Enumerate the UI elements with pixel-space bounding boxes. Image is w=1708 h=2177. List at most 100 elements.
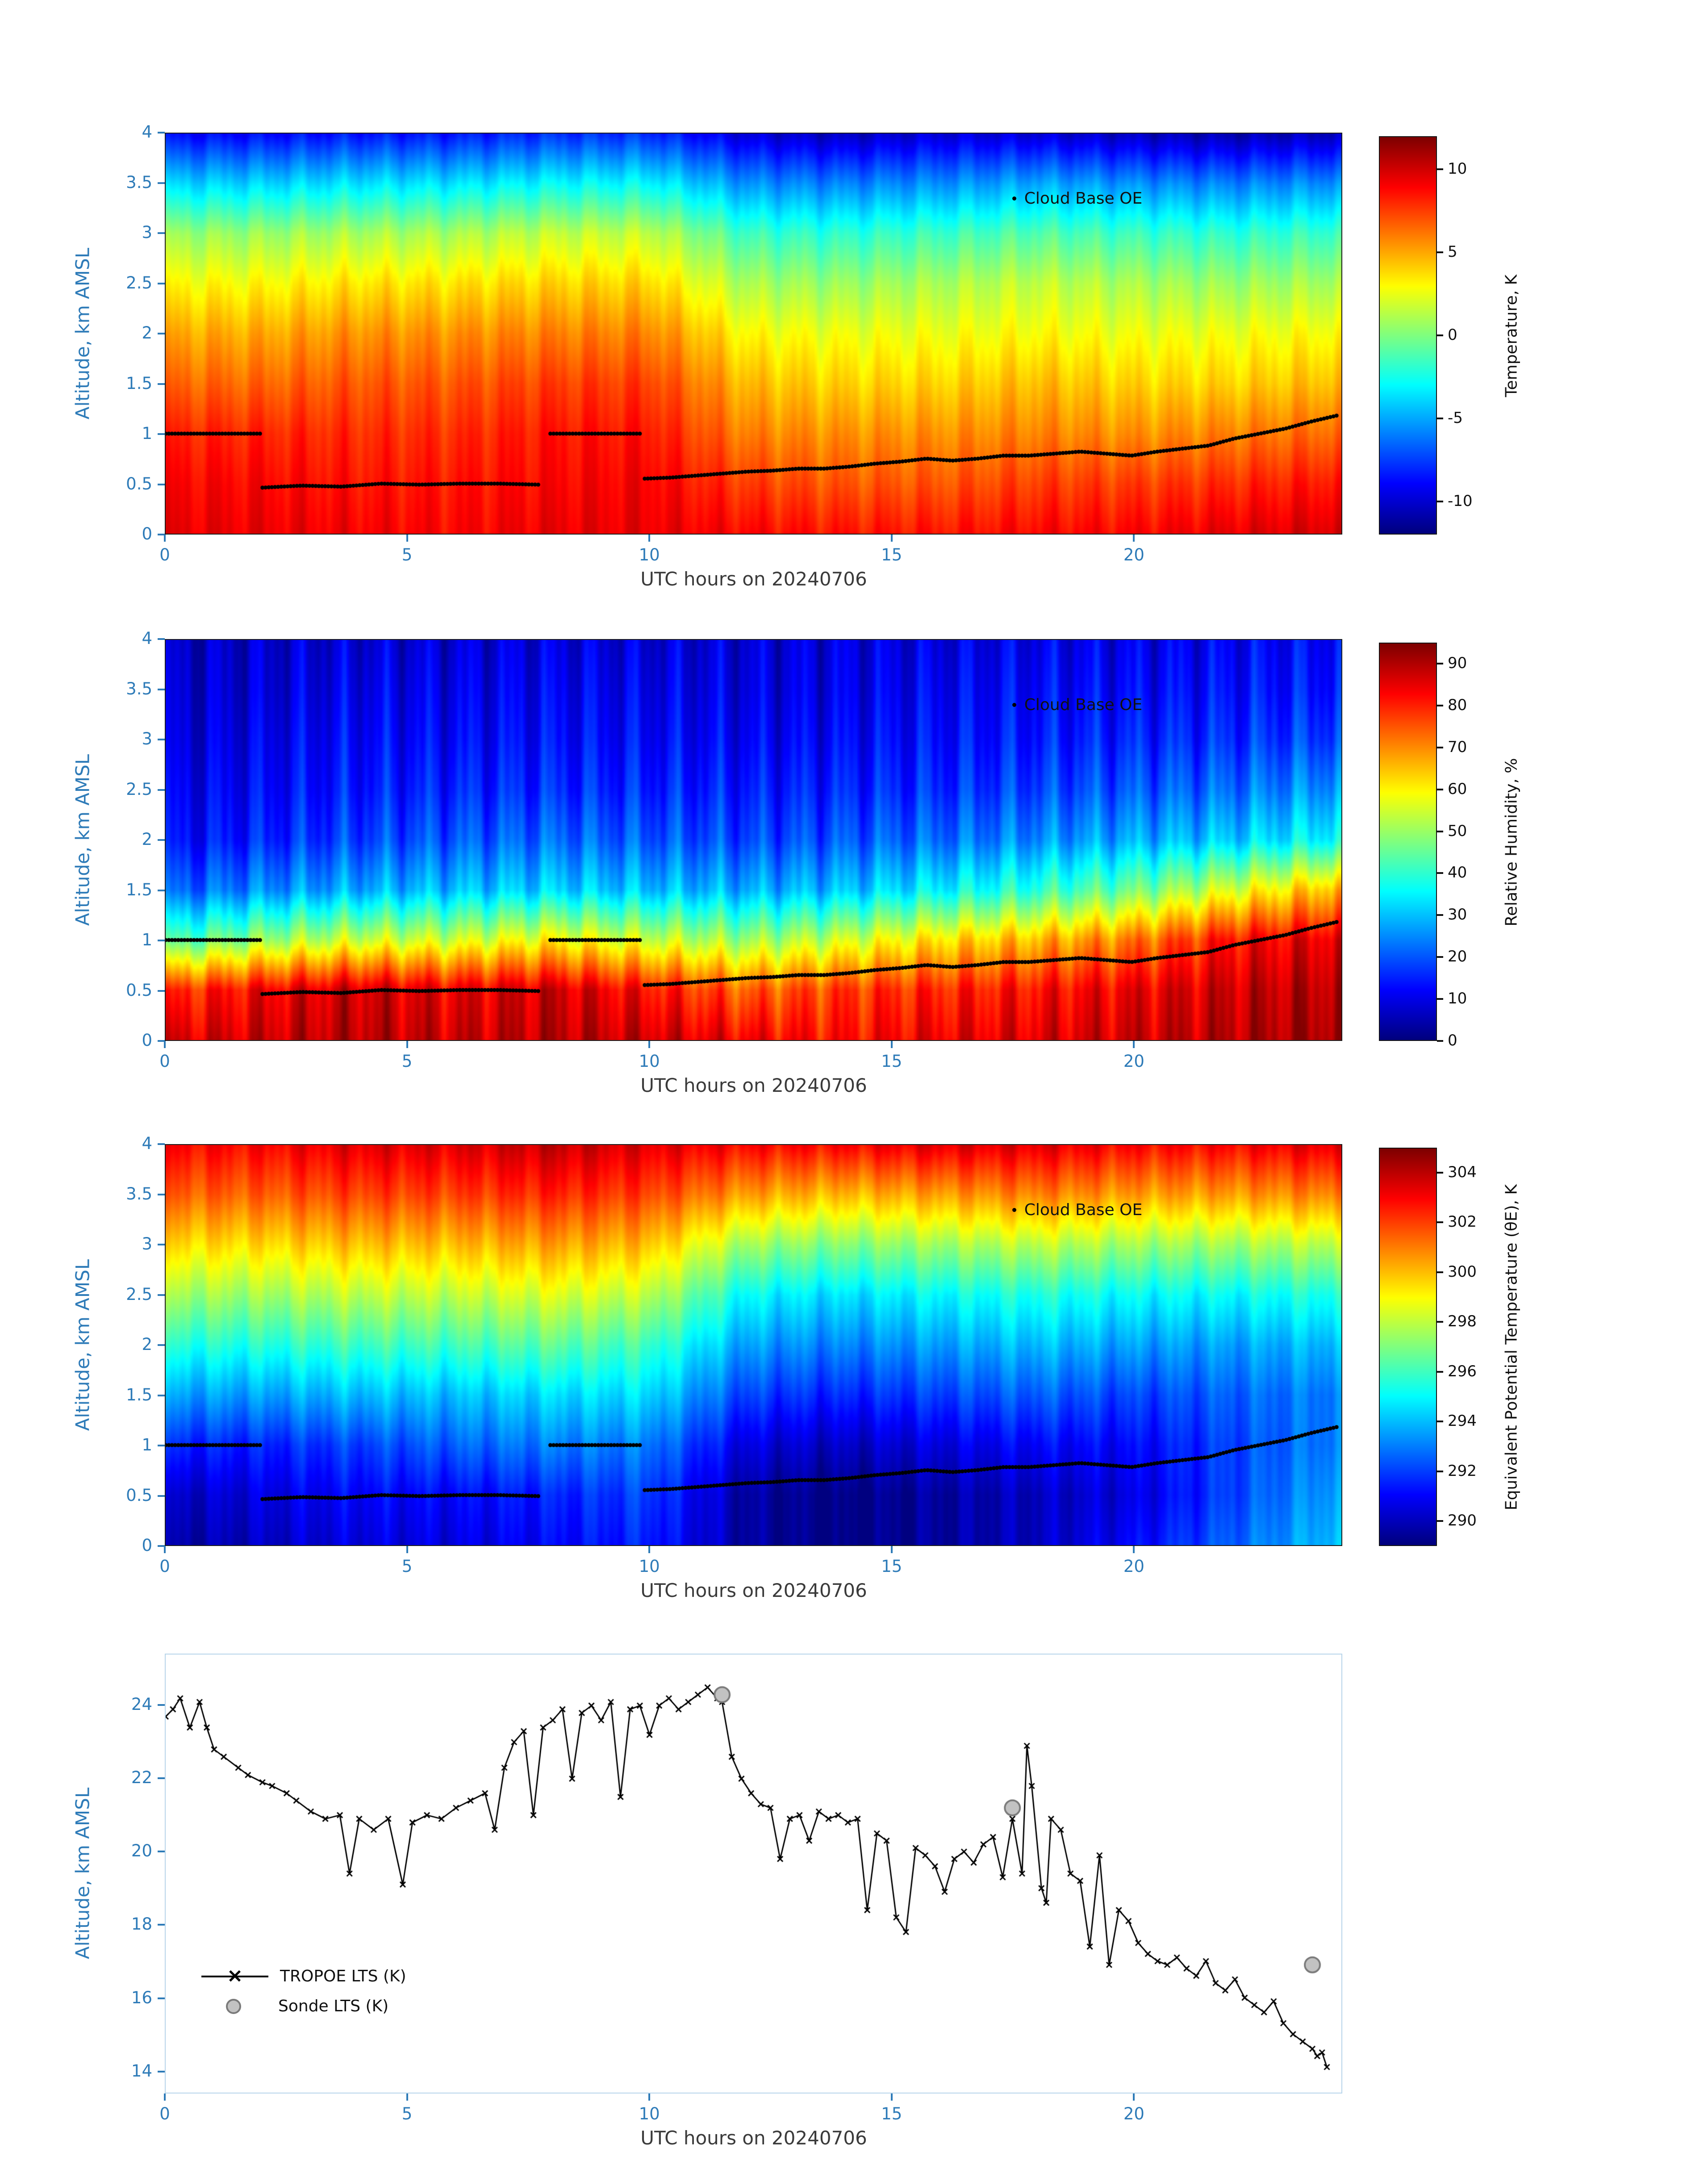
- theta-e-colorbar: [1379, 1148, 1437, 1546]
- tick-label: 0: [142, 1031, 152, 1050]
- tick-label: 1: [142, 930, 152, 949]
- tick-mark: [158, 483, 165, 485]
- tick-label: 50: [1448, 822, 1467, 840]
- tick-mark: [158, 1040, 165, 1042]
- tick-mark: [164, 2093, 166, 2101]
- tick-mark: [1437, 1040, 1443, 1042]
- tick-label: 4: [142, 629, 152, 648]
- tick-mark: [158, 433, 165, 435]
- panel-relative-humidity: Altitude, km AMSL Cloud Base OE 0 5 10 15 20…: [0, 629, 1708, 1139]
- tick-mark: [158, 1244, 165, 1245]
- tick-mark: [158, 688, 165, 690]
- tick-mark: [648, 2093, 651, 2101]
- tick-mark: [158, 1851, 165, 1853]
- tick-label: 2: [142, 323, 152, 343]
- tick-mark: [1437, 500, 1443, 502]
- tick-label: 20: [131, 1841, 152, 1861]
- tick-label: 10: [639, 545, 660, 564]
- legend-label: Cloud Base OE: [1024, 189, 1143, 208]
- x-axis-label: UTC hours on 20240706: [640, 2127, 867, 2149]
- tick-mark: [164, 1041, 166, 1048]
- y-axis-label: Altitude, km AMSL: [71, 1259, 94, 1431]
- tick-mark: [890, 1041, 893, 1048]
- tick-mark: [1437, 1421, 1443, 1423]
- tick-label: 0: [159, 1557, 170, 1576]
- tick-label: 2.5: [126, 779, 152, 799]
- tick-label: 10: [639, 1557, 660, 1576]
- tick-label: 20: [1123, 1052, 1144, 1071]
- tick-label: 40: [1448, 864, 1467, 882]
- tick-mark: [158, 1997, 165, 1999]
- tick-label: 0: [1448, 326, 1457, 344]
- tick-mark: [1437, 1221, 1443, 1224]
- legend-entry-sonde: Sonde LTS (K): [201, 1997, 406, 2015]
- tick-mark: [158, 940, 165, 941]
- tick-label: 0: [159, 1052, 170, 1071]
- tick-label: 4: [142, 1134, 152, 1153]
- colorbar-label: Relative Humidity, %: [1502, 758, 1521, 927]
- temperature-colorbar: [1379, 136, 1437, 535]
- tick-label: 0.5: [126, 474, 152, 493]
- cloud-base-overlay: [166, 640, 1341, 1040]
- tick-label: 18: [131, 1914, 152, 1934]
- tick-label: 0.5: [126, 980, 152, 1000]
- legend-cloud-base: Cloud Base OE: [1012, 696, 1142, 714]
- tick-label: 20: [1123, 1557, 1144, 1576]
- tick-mark: [158, 182, 165, 184]
- tick-label: 15: [881, 545, 902, 564]
- tick-mark: [158, 1344, 165, 1346]
- tick-mark: [164, 1546, 166, 1553]
- tick-mark: [158, 232, 165, 234]
- tick-mark: [1133, 535, 1135, 542]
- tick-label: 10: [639, 2104, 660, 2123]
- tick-mark: [158, 789, 165, 791]
- tick-mark: [164, 535, 166, 542]
- tick-label: 5: [401, 1052, 413, 1071]
- theta-e-plot-area: Cloud Base OE: [165, 1144, 1342, 1546]
- tick-mark: [1437, 1470, 1443, 1472]
- tick-label: 14: [131, 2061, 152, 2081]
- humidity-colorbar: [1379, 643, 1437, 1041]
- tick-label: 292: [1448, 1462, 1477, 1480]
- tick-label: 24: [131, 1694, 152, 1714]
- tick-mark: [1437, 251, 1443, 254]
- tick-mark: [158, 1294, 165, 1296]
- tick-mark: [158, 534, 165, 535]
- tick-label: 5: [401, 545, 413, 564]
- tick-mark: [1437, 746, 1443, 748]
- tick-label: 15: [881, 2104, 902, 2123]
- tick-label: 302: [1448, 1213, 1477, 1231]
- tick-label: 294: [1448, 1412, 1477, 1430]
- tick-label: 3: [142, 1234, 152, 1254]
- tick-label: 22: [131, 1768, 152, 1788]
- tick-mark: [1437, 704, 1443, 706]
- tick-label: 3: [142, 729, 152, 748]
- tick-label: 10: [1448, 990, 1467, 1008]
- tick-mark: [158, 1394, 165, 1396]
- tick-mark: [158, 1193, 165, 1195]
- tick-mark: [1133, 1041, 1135, 1048]
- legend-label: Cloud Base OE: [1024, 1201, 1143, 1220]
- tick-label: 16: [131, 1988, 152, 2007]
- tick-label: 3: [142, 223, 152, 242]
- x-axis-label: UTC hours on 20240706: [640, 1579, 867, 1601]
- tick-mark: [890, 1546, 893, 1553]
- cloud-base-dot-icon: [1012, 1208, 1016, 1212]
- colorbar-gradient: [1380, 643, 1436, 1040]
- tick-label: 70: [1448, 738, 1467, 756]
- legend-label: Sonde LTS (K): [278, 1997, 389, 2015]
- tick-mark: [648, 1041, 651, 1048]
- legend-lts: TROPOE LTS (K) Sonde LTS (K): [201, 1967, 406, 2015]
- cloud-base-dot-icon: [1012, 196, 1016, 201]
- panel-lts: Altitude, km AMSL TROPOE LTS (K) Sonde L…: [0, 1654, 1708, 2167]
- tick-label: 0: [1448, 1032, 1457, 1049]
- tick-mark: [406, 1041, 408, 1048]
- lts-line-chart: [166, 1655, 1341, 2093]
- cloud-base-overlay: [166, 134, 1341, 534]
- tick-mark: [158, 638, 165, 640]
- tick-label: 0: [159, 545, 170, 564]
- tick-label: 10: [639, 1052, 660, 1071]
- y-axis-label: Altitude, km AMSL: [71, 247, 94, 420]
- circle-marker-icon: [226, 1998, 241, 2014]
